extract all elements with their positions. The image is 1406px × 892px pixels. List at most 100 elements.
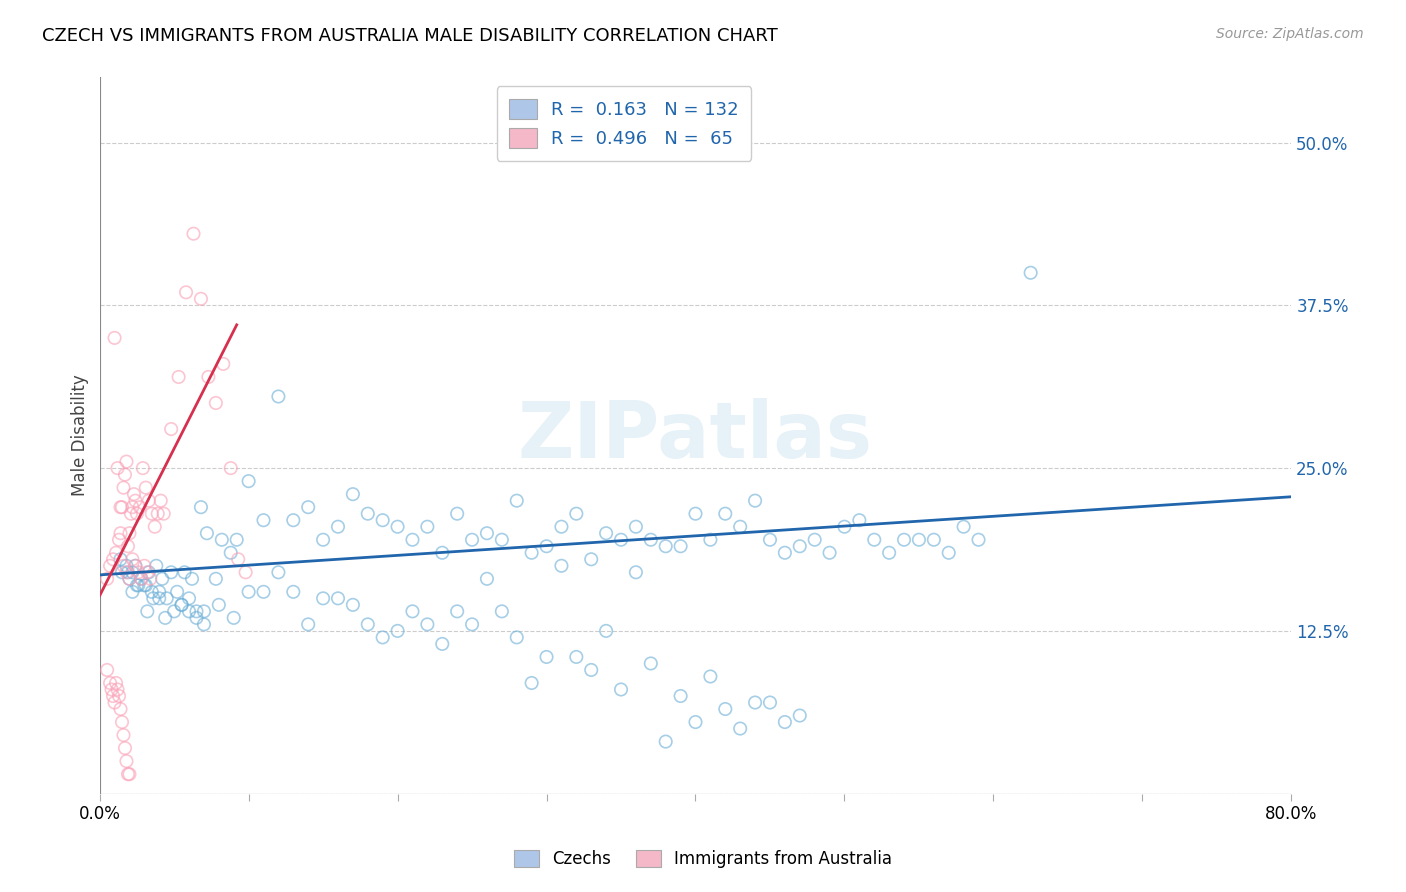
Point xyxy=(160,566,183,580)
Point xyxy=(125,578,148,592)
Point xyxy=(103,696,125,710)
Point xyxy=(124,558,146,573)
Point xyxy=(105,676,128,690)
Point xyxy=(190,500,212,515)
Point xyxy=(153,611,176,625)
Point xyxy=(226,552,249,566)
Point xyxy=(744,696,766,710)
Point xyxy=(235,566,257,580)
Point xyxy=(98,558,121,573)
Point xyxy=(152,507,174,521)
Point xyxy=(565,507,588,521)
Point xyxy=(506,493,529,508)
Point xyxy=(170,598,193,612)
Point xyxy=(112,728,135,742)
Point xyxy=(610,682,633,697)
Point xyxy=(139,572,162,586)
Point xyxy=(357,617,380,632)
Point xyxy=(581,663,603,677)
Point xyxy=(461,533,484,547)
Point xyxy=(148,591,170,606)
Point xyxy=(173,566,195,580)
Point xyxy=(121,584,143,599)
Point xyxy=(136,604,159,618)
Point xyxy=(108,689,131,703)
Point xyxy=(115,558,138,573)
Point xyxy=(108,533,131,547)
Point xyxy=(401,533,423,547)
Point xyxy=(536,649,558,664)
Point xyxy=(595,526,617,541)
Point xyxy=(112,558,135,573)
Point xyxy=(141,507,163,521)
Point xyxy=(143,519,166,533)
Point xyxy=(536,539,558,553)
Point xyxy=(190,292,212,306)
Point xyxy=(149,493,172,508)
Point xyxy=(640,533,662,547)
Point xyxy=(475,526,498,541)
Point xyxy=(654,734,676,748)
Point xyxy=(138,493,160,508)
Point xyxy=(669,539,692,553)
Point xyxy=(98,676,121,690)
Point xyxy=(141,584,163,599)
Point xyxy=(922,533,945,547)
Point xyxy=(135,481,157,495)
Point xyxy=(193,617,215,632)
Point xyxy=(96,663,118,677)
Point xyxy=(120,507,142,521)
Point xyxy=(219,461,242,475)
Point xyxy=(342,487,364,501)
Point xyxy=(115,754,138,768)
Point xyxy=(118,572,141,586)
Point xyxy=(326,519,349,533)
Point xyxy=(624,566,647,580)
Point xyxy=(163,604,186,618)
Point xyxy=(132,461,155,475)
Point xyxy=(222,611,245,625)
Point xyxy=(145,558,167,573)
Point xyxy=(122,487,145,501)
Point xyxy=(167,370,190,384)
Point xyxy=(186,611,208,625)
Point xyxy=(893,533,915,547)
Point xyxy=(699,533,721,547)
Point xyxy=(326,591,349,606)
Point xyxy=(491,533,513,547)
Point xyxy=(877,546,900,560)
Text: Source: ZipAtlas.com: Source: ZipAtlas.com xyxy=(1216,27,1364,41)
Point xyxy=(124,493,146,508)
Point xyxy=(416,617,439,632)
Point xyxy=(818,546,841,560)
Point xyxy=(121,566,143,580)
Point xyxy=(156,591,179,606)
Point xyxy=(114,741,136,756)
Point xyxy=(267,389,290,403)
Point xyxy=(105,546,128,560)
Point xyxy=(181,572,204,586)
Point xyxy=(118,572,141,586)
Point xyxy=(654,539,676,553)
Point xyxy=(219,546,242,560)
Point xyxy=(714,507,737,521)
Point xyxy=(640,657,662,671)
Text: CZECH VS IMMIGRANTS FROM AUSTRALIA MALE DISABILITY CORRELATION CHART: CZECH VS IMMIGRANTS FROM AUSTRALIA MALE … xyxy=(42,27,778,45)
Point xyxy=(475,572,498,586)
Point xyxy=(174,285,197,300)
Point xyxy=(150,572,173,586)
Point xyxy=(118,767,141,781)
Point xyxy=(699,669,721,683)
Point xyxy=(131,572,153,586)
Point xyxy=(432,546,454,560)
Point xyxy=(803,533,825,547)
Point xyxy=(96,572,118,586)
Point xyxy=(166,584,188,599)
Point xyxy=(283,513,305,527)
Point xyxy=(789,539,811,553)
Point xyxy=(371,513,394,527)
Point xyxy=(357,507,380,521)
Point xyxy=(193,604,215,618)
Point xyxy=(581,552,603,566)
Point xyxy=(121,500,143,515)
